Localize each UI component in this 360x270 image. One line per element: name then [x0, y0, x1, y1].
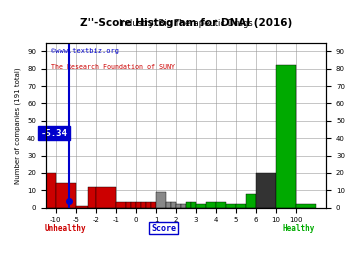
Bar: [88, 187, 96, 208]
Bar: [56, 183, 76, 208]
Text: Unhealthy: Unhealthy: [45, 224, 86, 233]
Y-axis label: Number of companies (191 total): Number of companies (191 total): [15, 67, 22, 184]
Text: ©www.textbiz.org: ©www.textbiz.org: [51, 48, 120, 54]
Bar: [246, 194, 256, 208]
Text: Score: Score: [151, 224, 176, 233]
Bar: [171, 202, 176, 208]
Bar: [226, 204, 236, 208]
Bar: [186, 202, 191, 208]
Bar: [141, 202, 146, 208]
Bar: [166, 202, 171, 208]
Bar: [126, 202, 131, 208]
Bar: [136, 202, 141, 208]
Bar: [156, 192, 166, 208]
Bar: [236, 204, 246, 208]
Bar: [196, 204, 206, 208]
Bar: [46, 173, 56, 208]
Bar: [131, 202, 136, 208]
Bar: [296, 204, 316, 208]
Text: -5.34: -5.34: [41, 129, 67, 137]
Bar: [191, 202, 196, 208]
Bar: [206, 202, 216, 208]
Bar: [146, 202, 151, 208]
Title: Z''-Score Histogram for DNAI (2016): Z''-Score Histogram for DNAI (2016): [80, 18, 292, 28]
Bar: [276, 65, 296, 208]
Bar: [216, 202, 226, 208]
Bar: [176, 204, 181, 208]
Text: The Research Foundation of SUNY: The Research Foundation of SUNY: [51, 64, 175, 70]
Bar: [256, 173, 276, 208]
Text: Industry: Bio Therapeutic Drugs: Industry: Bio Therapeutic Drugs: [119, 19, 253, 28]
Bar: [76, 206, 88, 208]
Bar: [116, 202, 126, 208]
Text: Healthy: Healthy: [282, 224, 314, 233]
Bar: [96, 187, 116, 208]
Bar: [151, 202, 156, 208]
Bar: [181, 204, 186, 208]
